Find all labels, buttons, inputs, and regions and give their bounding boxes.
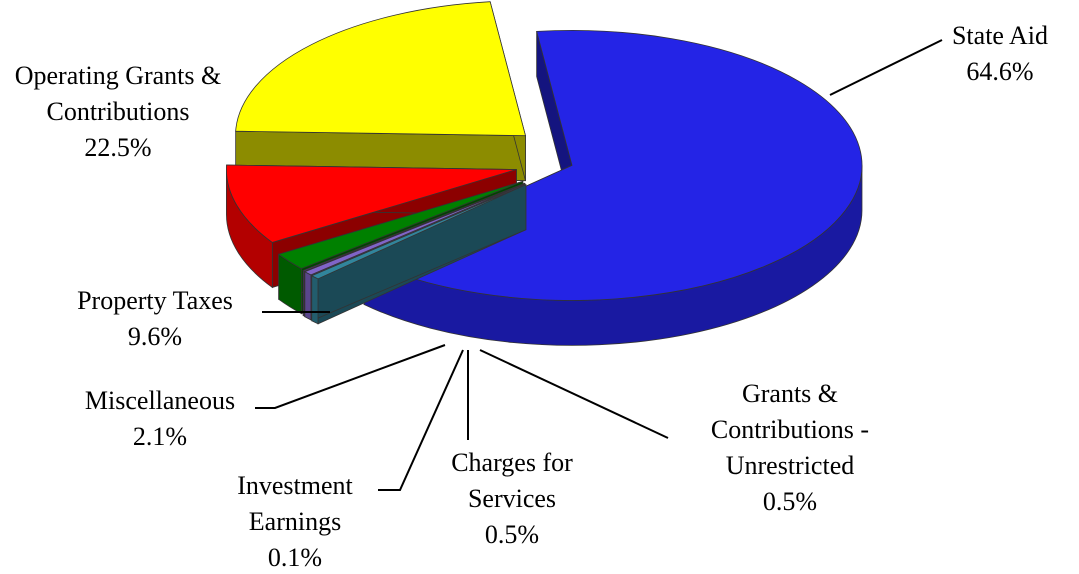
slice-label: Grants & Contributions - Unrestricted 0.5… [680,376,900,520]
slice-label: Operating Grants & Contributions 22.5% [3,58,233,166]
slice-wall [311,275,319,325]
category-label: Grants & Contributions - Unrestricted [710,379,870,480]
slice-label: Miscellaneous 2.1% [60,383,260,455]
slice [303,183,526,276]
value-label: 2.1% [132,422,188,451]
slice [277,181,523,270]
slice-label: Property Taxes 9.6% [45,283,265,355]
category-label: Operating Grants & Contributions [14,61,222,126]
slice [302,182,525,272]
value-label: 0.1% [267,543,323,572]
slice [310,184,527,280]
value-label: 9.6% [127,322,183,351]
slice-label: Charges for Services 0.5% [427,445,597,553]
category-label: State Aid [951,21,1049,50]
slice [235,1,527,137]
slice [226,164,517,243]
category-label: Property Taxes [77,286,233,315]
category-label: Charges for Services [451,448,573,513]
slice-label: State Aid 64.6% [925,18,1075,90]
leader-line [255,344,446,409]
value-label: 64.6% [966,57,1034,86]
category-label: Miscellaneous [84,386,236,415]
category-label: Investment Earnings [237,471,353,536]
leader-line [479,349,669,439]
value-label: 0.5% [484,520,540,549]
slice-wall [302,269,305,317]
leader-line [829,39,943,96]
slice-label: Investment Earnings 0.1% [210,468,380,574]
value-label: 22.5% [84,133,152,162]
value-label: 0.5% [762,487,818,516]
leader-line [378,349,464,491]
